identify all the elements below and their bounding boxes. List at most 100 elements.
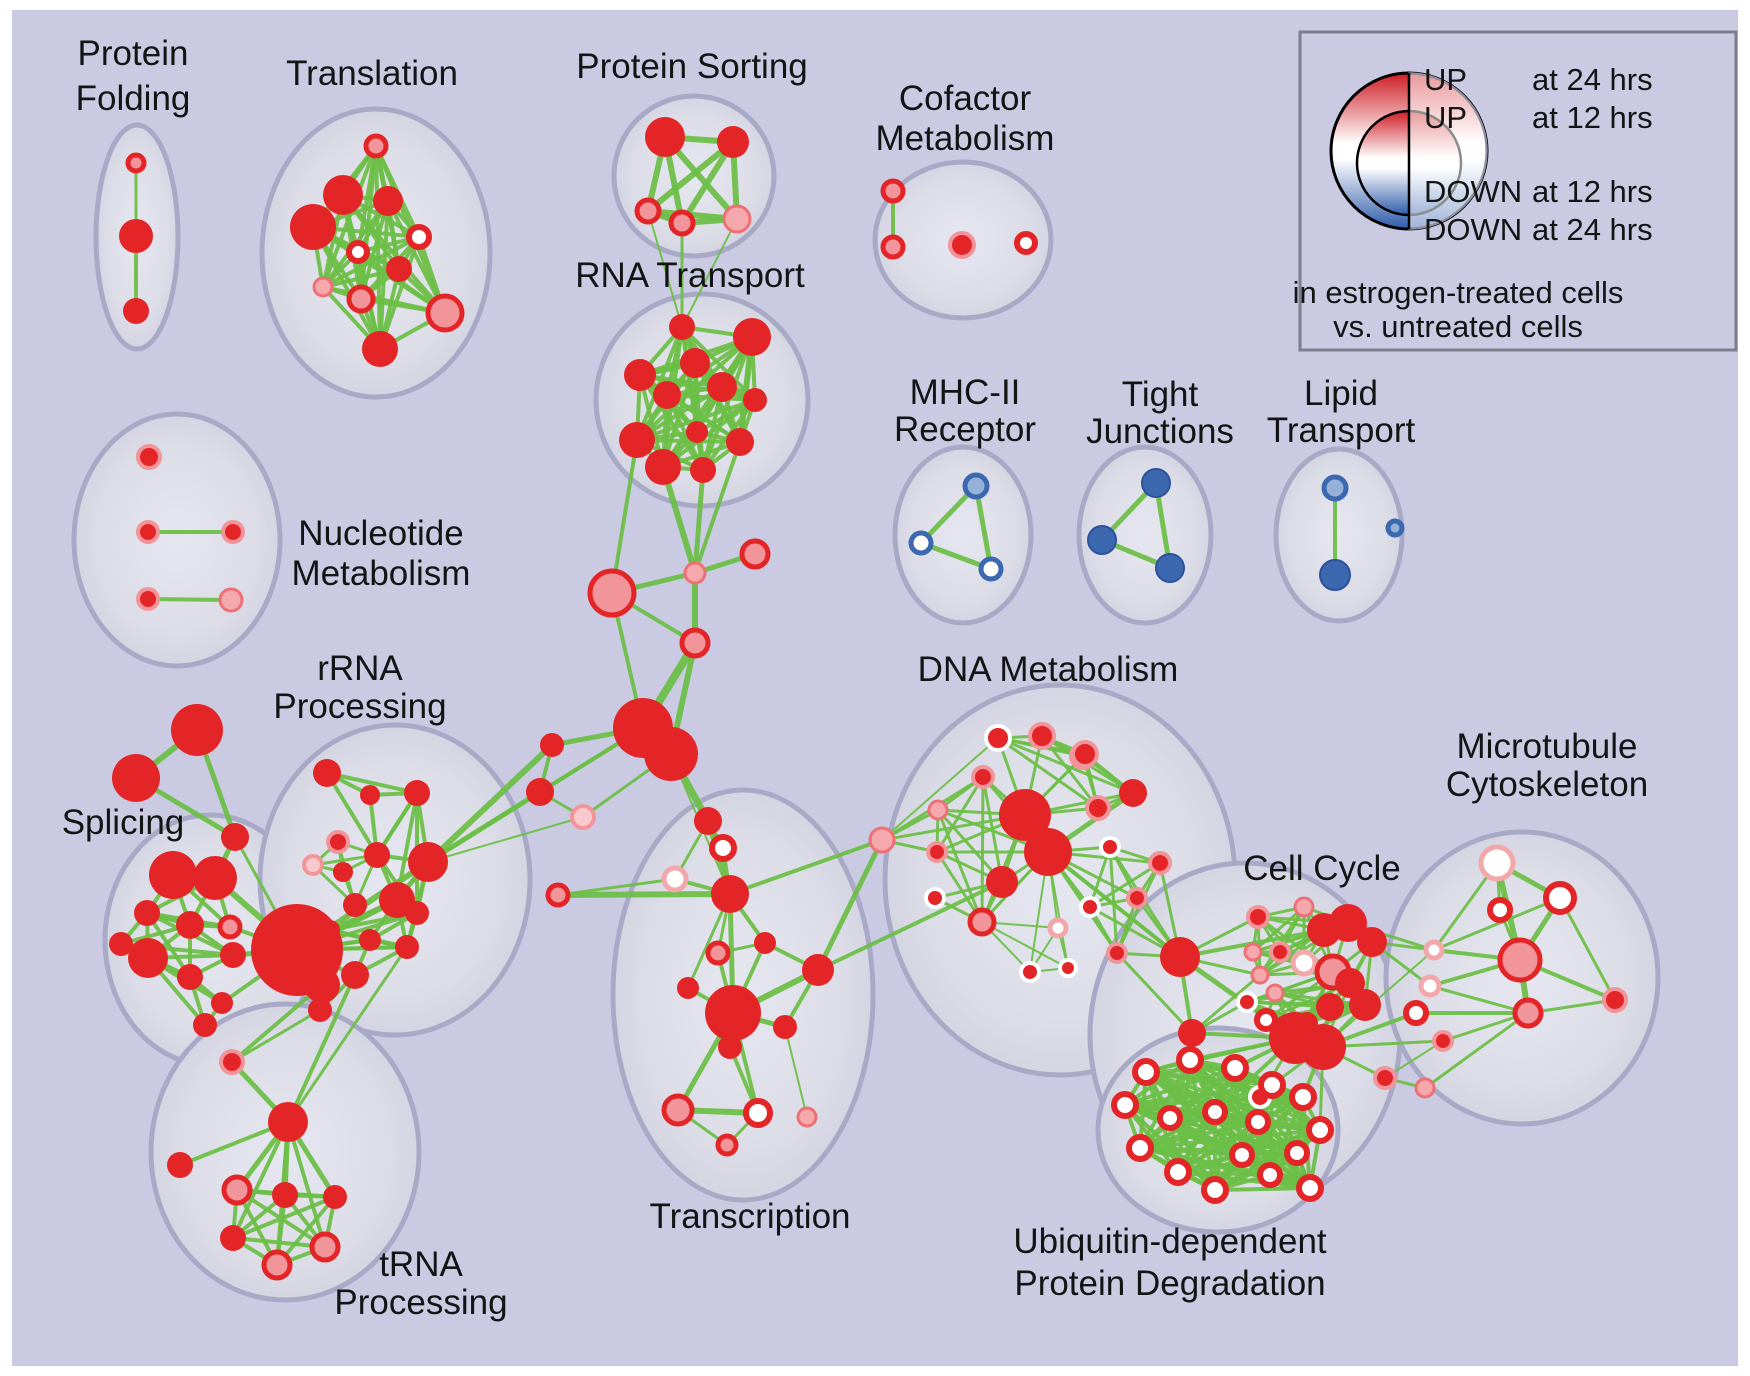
- node-cc14: [1254, 1008, 1278, 1032]
- edge-rt12-ch2: [692, 467, 706, 576]
- edge-tl4-tl11: [311, 225, 382, 351]
- cluster-label-nucleotide-metabolism-line1: Nucleotide: [298, 514, 463, 553]
- node-tc7: [802, 954, 834, 986]
- node-pf1: [125, 152, 147, 174]
- edge-q1-r15: [286, 945, 409, 1124]
- node-mtc1: [1423, 939, 1445, 961]
- node-u9: [1245, 1109, 1271, 1135]
- legend-caption-line2: vs. untreated cells: [1333, 309, 1583, 344]
- node-s11: [193, 1013, 217, 1037]
- node-u17: [1296, 1174, 1324, 1202]
- edge-tl3-tl10: [386, 199, 447, 315]
- node-mt4: [1497, 937, 1543, 983]
- node-q3: [219, 1049, 245, 1075]
- legend-row-1-direction: UP: [1424, 62, 1467, 97]
- edge-rt5-rt7: [665, 393, 757, 402]
- node-mt3: [1487, 897, 1513, 923]
- edge-dn10-dn5: [936, 808, 1004, 884]
- node-s9: [220, 942, 246, 968]
- edge-dn13-dn17: [1088, 861, 1162, 909]
- node-tl2: [323, 175, 363, 215]
- node-r4: [326, 830, 350, 854]
- edge-u9-u11: [1138, 1120, 1260, 1150]
- edge-tl5-tl11: [378, 235, 421, 351]
- node-cc6: [1269, 941, 1291, 963]
- node-cc12: [1265, 983, 1285, 1003]
- cluster-label-mhc-ii-receptor-line1: MHC-II: [910, 373, 1021, 412]
- node-tc15: [715, 1133, 739, 1157]
- edge-tc10-tc14: [784, 1026, 808, 1118]
- edge-dn12-dn19: [1108, 845, 1119, 955]
- edge-q6-q7: [231, 1195, 337, 1240]
- cluster-label-cell-cycle-line1: Cell Cycle: [1243, 849, 1401, 888]
- cluster-label-mhc-ii-receptor-line2: Receptor: [894, 410, 1036, 449]
- node-cc17: [1316, 993, 1344, 1021]
- edge-L3-m1: [427, 816, 584, 863]
- node-tc5: [754, 932, 776, 954]
- node-rt1: [669, 314, 695, 340]
- edge-mtc2-mt5: [1428, 984, 1530, 1015]
- node-r3: [404, 780, 430, 806]
- node-tc8: [677, 977, 699, 999]
- node-dn18: [1047, 917, 1069, 939]
- edge-dn1-dn7: [996, 736, 1100, 810]
- node-cc9: [1250, 965, 1270, 985]
- node-rt10: [726, 428, 754, 456]
- node-r13: [320, 920, 340, 940]
- node-g2: [304, 967, 340, 1003]
- network-nodes: [109, 117, 1628, 1281]
- node-tl7: [386, 256, 412, 282]
- node-dn10: [986, 866, 1018, 898]
- node-s5: [217, 914, 243, 940]
- node-m1: [408, 842, 448, 882]
- node-cc0: [1178, 1019, 1206, 1047]
- legend-row-3-direction: DOWN: [1424, 174, 1522, 209]
- edge-tl7-tl8: [321, 267, 401, 289]
- node-cc4: [1329, 904, 1367, 942]
- edge-cc2-cc7: [1251, 905, 1306, 954]
- node-r6: [364, 842, 390, 868]
- node-rt2: [733, 318, 771, 356]
- node-dn22: [1160, 937, 1200, 977]
- node-rt7: [743, 388, 767, 412]
- node-dn23: [1071, 740, 1099, 768]
- edge-mt9-mt5: [1423, 1011, 1530, 1090]
- node-r15: [395, 935, 419, 959]
- node-s4: [176, 911, 204, 939]
- legend-row-3-time: at 12 hrs: [1532, 174, 1653, 209]
- edge-D5-tc4: [555, 891, 733, 898]
- node-dn7: [1085, 795, 1111, 821]
- node-ch2: [683, 561, 707, 585]
- cluster-labels: Protein Folding Translation Protein Sorting…: [62, 34, 1648, 1322]
- cluster-ellipse-nucleotide-metabolism: [71, 411, 283, 669]
- node-s8: [177, 964, 203, 990]
- node-tl6: [346, 240, 370, 264]
- node-u13: [1284, 1140, 1310, 1166]
- node-mh2: [908, 530, 934, 556]
- node-u5: [1289, 1083, 1317, 1111]
- node-mt7: [1432, 1030, 1454, 1052]
- edge-rt8-ch1: [610, 438, 639, 595]
- legend-row-4-direction: DOWN: [1424, 212, 1522, 247]
- node-ps3: [634, 197, 662, 225]
- edge-mh1-mh3: [973, 483, 994, 572]
- node-cc7: [1243, 942, 1263, 962]
- node-mt8: [1373, 1066, 1397, 1090]
- node-cc8: [1290, 949, 1318, 977]
- node-rt4: [680, 348, 710, 378]
- edge-ps5-rt1: [681, 218, 738, 328]
- node-dn9: [1024, 828, 1072, 876]
- legend-row-2-direction: UP: [1424, 100, 1467, 135]
- legend-row-4-time: at 24 hrs: [1532, 212, 1653, 247]
- node-cf2: [880, 234, 906, 260]
- node-dn5: [927, 799, 949, 821]
- edge-rt3-rt12: [638, 373, 705, 472]
- node-q2: [167, 1152, 193, 1178]
- node-tc6: [705, 940, 731, 966]
- cluster-label-tight-junctions-line1: Tight: [1122, 375, 1199, 414]
- node-ps5: [722, 204, 752, 234]
- cluster-label-protein-folding-line2: Folding: [76, 79, 191, 118]
- node-r17: [308, 998, 332, 1022]
- node-dn11: [926, 841, 948, 863]
